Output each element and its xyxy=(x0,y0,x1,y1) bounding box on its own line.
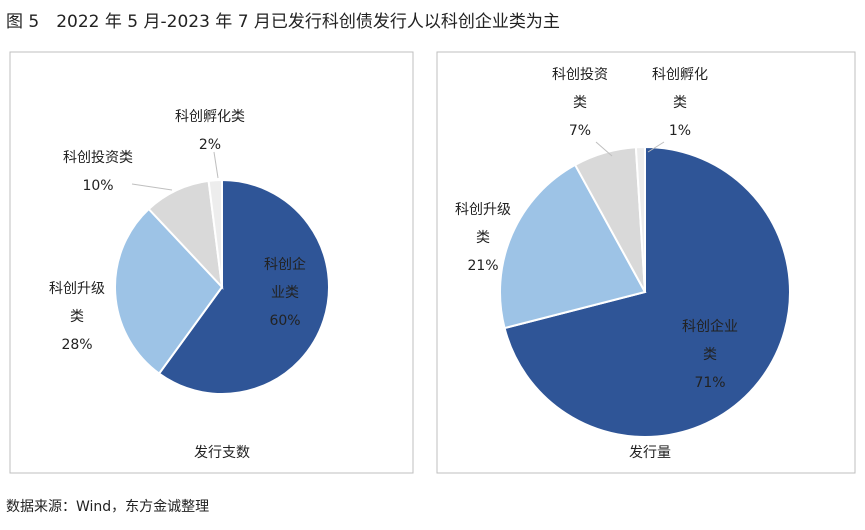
pie-slice xyxy=(114,207,224,375)
slice-label: 科创升级类 xyxy=(455,202,511,246)
slice-label: 科创企业类 xyxy=(682,318,738,363)
panel xyxy=(9,51,414,474)
panel xyxy=(436,51,856,474)
pie-slice xyxy=(634,145,646,293)
slice-value-label: 21% xyxy=(467,258,498,274)
slice-label: 科创孵化类 xyxy=(652,67,708,111)
leader-line xyxy=(131,183,173,191)
pie-slice xyxy=(503,145,791,438)
slice-value-label: 10% xyxy=(82,178,113,194)
slice-value-label: 71% xyxy=(694,375,725,391)
slice-label: 科创升级类 xyxy=(49,281,105,325)
slice-value-label: 60% xyxy=(269,313,300,329)
pie-slice xyxy=(499,163,647,330)
slice-label: 科创投资类 xyxy=(552,67,608,111)
leader-line xyxy=(647,141,665,153)
chart-title: 发行支数 xyxy=(194,445,250,461)
pie-slice xyxy=(157,178,330,395)
slice-value-label: 2% xyxy=(199,137,221,153)
slice-label: 科创企业类 xyxy=(264,256,306,301)
pie-slice xyxy=(207,178,223,288)
slice-value-label: 7% xyxy=(569,123,591,139)
leader-line xyxy=(595,141,613,157)
slice-label: 科创投资类 xyxy=(63,150,133,166)
slice-value-label: 1% xyxy=(669,123,691,139)
figure-title: 图 5 2022 年 5 月-2023 年 7 月已发行科创债发行人以科创企业类… xyxy=(6,12,560,32)
slice-value-label: 28% xyxy=(61,337,92,353)
chart-title: 发行量 xyxy=(629,445,671,461)
source-note: 数据来源：Wind，东方金诚整理 xyxy=(6,499,209,515)
leader-line xyxy=(213,151,219,179)
slice-label: 科创孵化类 xyxy=(175,109,245,125)
